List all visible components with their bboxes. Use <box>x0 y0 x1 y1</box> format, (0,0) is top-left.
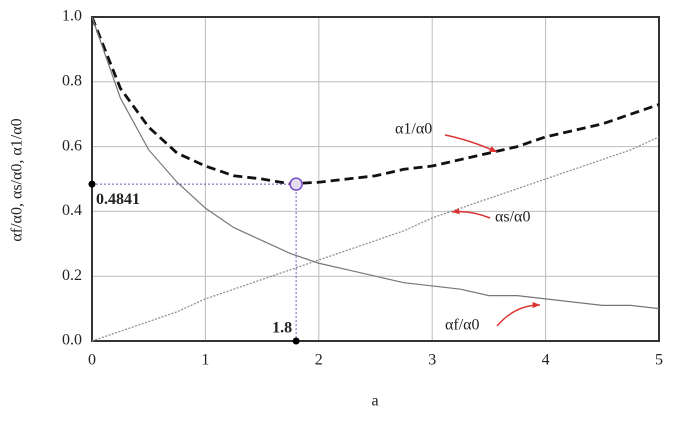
y-tick-label: 0.0 <box>62 332 82 349</box>
arrow-head <box>489 146 497 152</box>
plot-frame <box>91 16 660 342</box>
highlight-y-label: 0.4841 <box>96 191 140 208</box>
y-tick-label: 0.2 <box>62 267 82 284</box>
y-tick-label: 1.0 <box>62 8 82 25</box>
x-tick-label: 4 <box>542 352 550 369</box>
y-tick-label: 0.6 <box>62 137 82 154</box>
label-arrow <box>444 134 498 153</box>
axis-dot <box>88 180 96 188</box>
y-tick-label: 0.8 <box>62 72 82 89</box>
x-axis-label: a <box>371 393 378 410</box>
label-arrow <box>496 304 541 327</box>
x-tick-label: 5 <box>655 352 663 369</box>
series-label: α1/α0 <box>395 121 432 138</box>
arrow-head <box>452 208 460 215</box>
highlight-point <box>289 177 303 191</box>
x-tick-label: 1 <box>201 352 209 369</box>
axis-dot <box>292 337 300 345</box>
series-label: αs/α0 <box>495 209 530 226</box>
series-line <box>91 16 660 310</box>
x-tick-label: 0 <box>88 352 96 369</box>
series-line <box>91 136 660 342</box>
x-tick-label: 2 <box>315 352 323 369</box>
y-tick-label: 0.4 <box>62 202 82 219</box>
arrow-head <box>532 301 540 309</box>
series-line <box>90 16 660 186</box>
series-label: αf/α0 <box>445 317 480 334</box>
highlight-x-label: 1.8 <box>272 320 292 337</box>
y-axis-label: αf/α0, αs/α0, α1/α0 <box>9 118 26 241</box>
x-tick-label: 3 <box>428 352 436 369</box>
